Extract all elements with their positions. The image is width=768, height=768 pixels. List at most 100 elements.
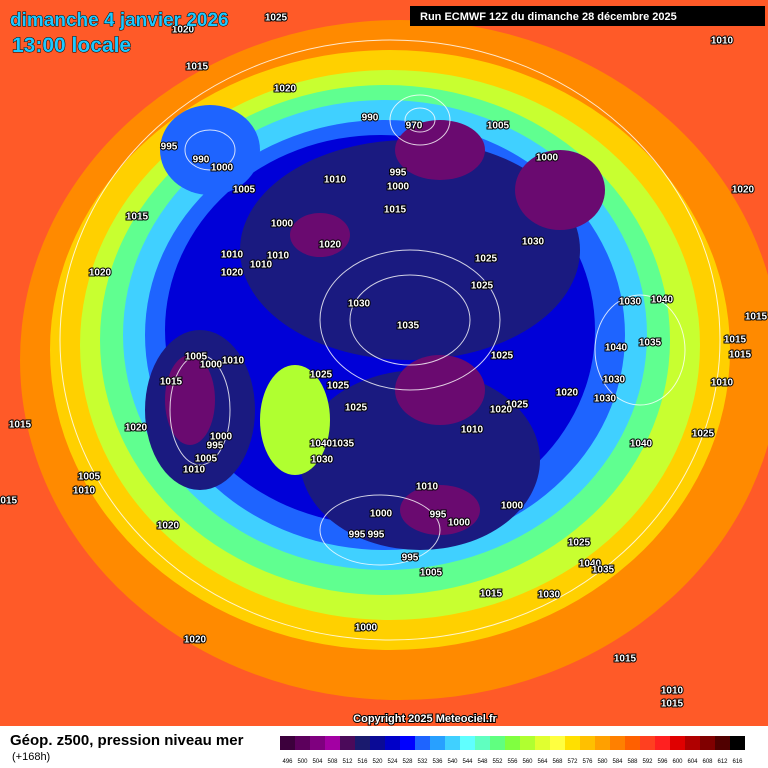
isobar-label: 1010 <box>711 378 734 389</box>
isobar-label: 1035 <box>332 439 355 450</box>
isobar-label: 1020 <box>221 268 244 279</box>
field-purple <box>515 150 605 230</box>
legend-swatch <box>700 736 715 750</box>
isobar-label: 1020 <box>125 423 148 434</box>
legend-swatch <box>730 736 745 750</box>
legend-swatch <box>685 736 700 750</box>
isobar-label: 1010 <box>267 251 290 262</box>
isobar-label: 1000 <box>211 163 234 174</box>
field-purple <box>400 485 480 535</box>
isobars <box>59 39 721 641</box>
legend-label: 532 <box>417 759 428 765</box>
legend-swatch <box>475 736 490 750</box>
legend-swatch <box>430 736 445 750</box>
legend-swatch <box>340 736 355 750</box>
legend-swatch <box>715 736 730 750</box>
isobar-label: 1010 <box>324 175 347 186</box>
legend-label: 592 <box>642 759 653 765</box>
legend-swatch <box>310 736 325 750</box>
field-low <box>160 105 260 195</box>
legend-label: 576 <box>582 759 593 765</box>
isobar-label: 1000 <box>448 518 471 529</box>
legend-label: 604 <box>687 759 698 765</box>
run-info: Run ECMWF 12Z du dimanche 28 décembre 20… <box>420 11 677 23</box>
legend-swatch <box>370 736 385 750</box>
isobar-label: 1025 <box>491 351 514 362</box>
isobar-label: 1025 <box>327 381 350 392</box>
legend-swatch <box>520 736 535 750</box>
isobar-labels: 1025102010101015102099599010001005101510… <box>0 12 768 711</box>
isobar-label: 995 <box>161 142 178 153</box>
isobar-label: 1025 <box>475 254 498 265</box>
legend-label: 520 <box>372 759 383 765</box>
footer-title: Géop. z500, pression niveau mer <box>10 732 244 749</box>
isobar-label: 1005 <box>487 121 510 132</box>
legend-label: 580 <box>597 759 608 765</box>
run-box <box>410 6 765 26</box>
legend-label: 572 <box>567 759 578 765</box>
isobar-label: 1025 <box>265 13 288 24</box>
legend-label: 612 <box>717 759 728 765</box>
field-purple <box>165 355 215 445</box>
isobar <box>319 494 441 566</box>
isobar-label: 1025 <box>345 403 368 414</box>
legend-label: 608 <box>702 759 713 765</box>
isobar-label: 1025 <box>506 400 529 411</box>
isobar-label: 1000 <box>210 432 233 443</box>
isobar-label: 1010 <box>222 356 245 367</box>
legend-label: 544 <box>462 759 473 765</box>
isobar-label: 995 <box>207 441 224 452</box>
legend-swatch <box>460 736 475 750</box>
isobar-label: 1020 <box>490 405 513 416</box>
legend-label: 588 <box>627 759 638 765</box>
isobar-label: 1030 <box>311 455 334 466</box>
legend-label: 504 <box>312 759 323 765</box>
isobar-label: 990 <box>193 155 210 166</box>
forecast-time: 13:00 locale <box>12 34 131 57</box>
isobar-label: 1020 <box>157 521 180 532</box>
isobar <box>184 129 236 171</box>
legend-swatch <box>565 736 580 750</box>
isobar-label: 1030 <box>619 297 642 308</box>
isobar-label: 1015 <box>384 205 407 216</box>
legend-label: 568 <box>552 759 563 765</box>
isobar-label: 1000 <box>536 153 559 164</box>
isobar-label: 1015 <box>126 212 149 223</box>
isobar-label: 1040 <box>579 559 602 570</box>
isobar-label: 1030 <box>348 299 371 310</box>
forecast-date: dimanche 4 janvier 2026 <box>10 10 229 31</box>
isobar-label: 1015 <box>160 377 183 388</box>
legend-label: 616 <box>732 759 743 765</box>
isobar-label: 995 <box>390 168 407 179</box>
isobar-label: 1015 <box>480 589 503 600</box>
legend-swatch <box>625 736 640 750</box>
isobar <box>169 354 231 466</box>
isobar-label: 990 <box>362 113 379 124</box>
legend-label: 596 <box>657 759 668 765</box>
legend-label: 524 <box>387 759 398 765</box>
isobar-label: 1035 <box>639 338 662 349</box>
legend-swatch <box>355 736 370 750</box>
isobar-label: 1000 <box>387 182 410 193</box>
legend-label: 536 <box>432 759 443 765</box>
legend-swatch <box>640 736 655 750</box>
legend-label: 516 <box>357 759 368 765</box>
isobar-label: 1035 <box>592 565 615 576</box>
legend-swatch <box>535 736 550 750</box>
isobar-label: 1010 <box>416 482 439 493</box>
isobar-label: 1040 <box>630 439 653 450</box>
legend-label: 600 <box>672 759 683 765</box>
legend-label: 540 <box>447 759 458 765</box>
isobar-label: 1005 <box>420 568 443 579</box>
legend-swatch <box>415 736 430 750</box>
isobar-label: 1005 <box>233 185 256 196</box>
legend-swatch <box>595 736 610 750</box>
legend-label: 528 <box>402 759 413 765</box>
footer-lead: (+168h) <box>12 751 50 763</box>
isobar <box>59 39 721 641</box>
isobar-label: 1035 <box>397 321 420 332</box>
isobar-label: 1010 <box>221 250 244 261</box>
isobar <box>404 107 436 133</box>
isobar-label: 1010 <box>661 686 684 697</box>
isobar-label: 1020 <box>172 25 195 36</box>
